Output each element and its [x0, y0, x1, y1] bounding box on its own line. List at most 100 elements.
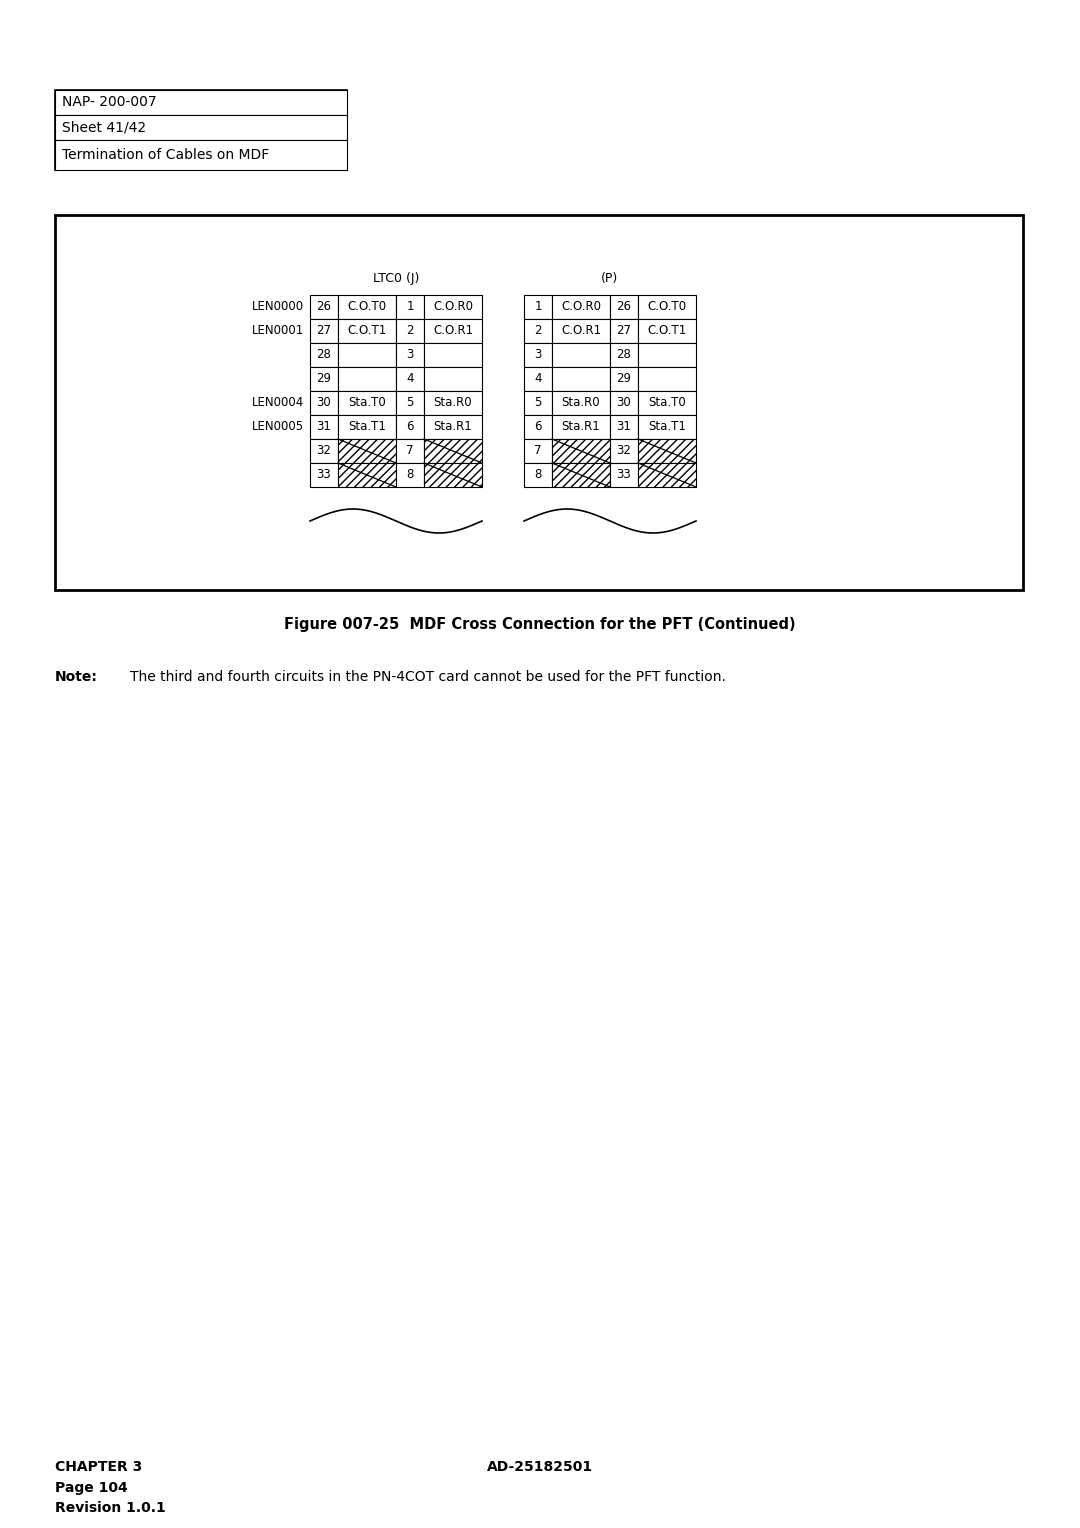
- Bar: [338, 367, 396, 391]
- Text: 1: 1: [406, 301, 414, 313]
- Bar: [552, 439, 610, 463]
- Text: 3: 3: [535, 348, 542, 362]
- Bar: [610, 295, 638, 319]
- Bar: [424, 319, 482, 342]
- Text: 7: 7: [535, 445, 542, 457]
- Text: 4: 4: [535, 373, 542, 385]
- Text: 30: 30: [316, 396, 332, 410]
- Bar: [310, 439, 338, 463]
- Text: Sta.R0: Sta.R0: [562, 396, 600, 410]
- Bar: [610, 391, 638, 416]
- Text: Sta.R0: Sta.R0: [434, 396, 472, 410]
- Text: C.O.T0: C.O.T0: [647, 301, 687, 313]
- Text: C.O.T0: C.O.T0: [348, 301, 387, 313]
- Bar: [424, 391, 482, 416]
- Bar: [638, 416, 696, 439]
- Bar: [424, 367, 482, 391]
- Text: CHAPTER 3
Page 104
Revision 1.0.1: CHAPTER 3 Page 104 Revision 1.0.1: [55, 1459, 165, 1516]
- Text: Sta.T1: Sta.T1: [648, 420, 686, 434]
- Bar: [396, 342, 424, 367]
- Text: 8: 8: [406, 469, 414, 481]
- Text: 32: 32: [617, 445, 632, 457]
- Text: 33: 33: [316, 469, 332, 481]
- Text: 7: 7: [406, 445, 414, 457]
- Bar: [638, 391, 696, 416]
- Bar: [610, 439, 638, 463]
- Bar: [338, 463, 396, 487]
- Bar: [638, 463, 696, 487]
- Bar: [396, 367, 424, 391]
- Bar: [610, 342, 638, 367]
- Bar: [524, 439, 552, 463]
- Text: 8: 8: [535, 469, 542, 481]
- Bar: [552, 295, 610, 319]
- Text: Sta.R1: Sta.R1: [562, 420, 600, 434]
- Bar: [310, 295, 338, 319]
- Text: 29: 29: [316, 373, 332, 385]
- Text: C.O.R0: C.O.R0: [433, 301, 473, 313]
- Bar: [396, 439, 424, 463]
- Text: 5: 5: [535, 396, 542, 410]
- Bar: [424, 439, 482, 463]
- Text: C.O.R0: C.O.R0: [561, 301, 600, 313]
- Bar: [610, 319, 638, 342]
- Text: The third and fourth circuits in the PN-4COT card cannot be used for the PFT fun: The third and fourth circuits in the PN-…: [130, 669, 726, 685]
- Text: 30: 30: [617, 396, 632, 410]
- Bar: [552, 416, 610, 439]
- Text: 6: 6: [406, 420, 414, 434]
- Text: 29: 29: [617, 373, 632, 385]
- Bar: [552, 319, 610, 342]
- Bar: [55, 141, 347, 170]
- Text: Termination of Cables on MDF: Termination of Cables on MDF: [62, 148, 269, 162]
- Text: Sta.T0: Sta.T0: [348, 396, 386, 410]
- Bar: [524, 463, 552, 487]
- Text: LEN0004: LEN0004: [252, 396, 303, 410]
- Bar: [524, 416, 552, 439]
- Text: 4: 4: [406, 373, 414, 385]
- Bar: [310, 319, 338, 342]
- Bar: [610, 463, 638, 487]
- Text: C.O.R1: C.O.R1: [433, 324, 473, 338]
- Bar: [55, 215, 1023, 590]
- Bar: [552, 391, 610, 416]
- Bar: [396, 319, 424, 342]
- Text: 26: 26: [316, 301, 332, 313]
- Bar: [338, 463, 396, 487]
- Bar: [638, 439, 696, 463]
- Bar: [338, 416, 396, 439]
- Text: 32: 32: [316, 445, 332, 457]
- Bar: [524, 367, 552, 391]
- Text: 28: 28: [617, 348, 632, 362]
- Bar: [424, 463, 482, 487]
- Text: 33: 33: [617, 469, 632, 481]
- Bar: [338, 391, 396, 416]
- Bar: [55, 115, 347, 141]
- Text: 31: 31: [316, 420, 332, 434]
- Bar: [638, 319, 696, 342]
- Bar: [396, 463, 424, 487]
- Bar: [424, 342, 482, 367]
- Bar: [396, 391, 424, 416]
- Text: 31: 31: [617, 420, 632, 434]
- Bar: [310, 416, 338, 439]
- Text: 1: 1: [535, 301, 542, 313]
- Bar: [424, 463, 482, 487]
- Bar: [610, 367, 638, 391]
- Bar: [638, 367, 696, 391]
- Bar: [638, 295, 696, 319]
- Text: 27: 27: [617, 324, 632, 338]
- Bar: [338, 295, 396, 319]
- Bar: [638, 439, 696, 463]
- Bar: [610, 416, 638, 439]
- Text: 2: 2: [406, 324, 414, 338]
- Bar: [310, 342, 338, 367]
- Text: C.O.T1: C.O.T1: [348, 324, 387, 338]
- Bar: [338, 439, 396, 463]
- Text: NAP- 200-007: NAP- 200-007: [62, 95, 157, 110]
- Bar: [524, 391, 552, 416]
- Text: Sta.T0: Sta.T0: [648, 396, 686, 410]
- Bar: [55, 90, 347, 115]
- Text: Sheet 41/42: Sheet 41/42: [62, 121, 146, 134]
- Bar: [552, 439, 610, 463]
- Bar: [638, 342, 696, 367]
